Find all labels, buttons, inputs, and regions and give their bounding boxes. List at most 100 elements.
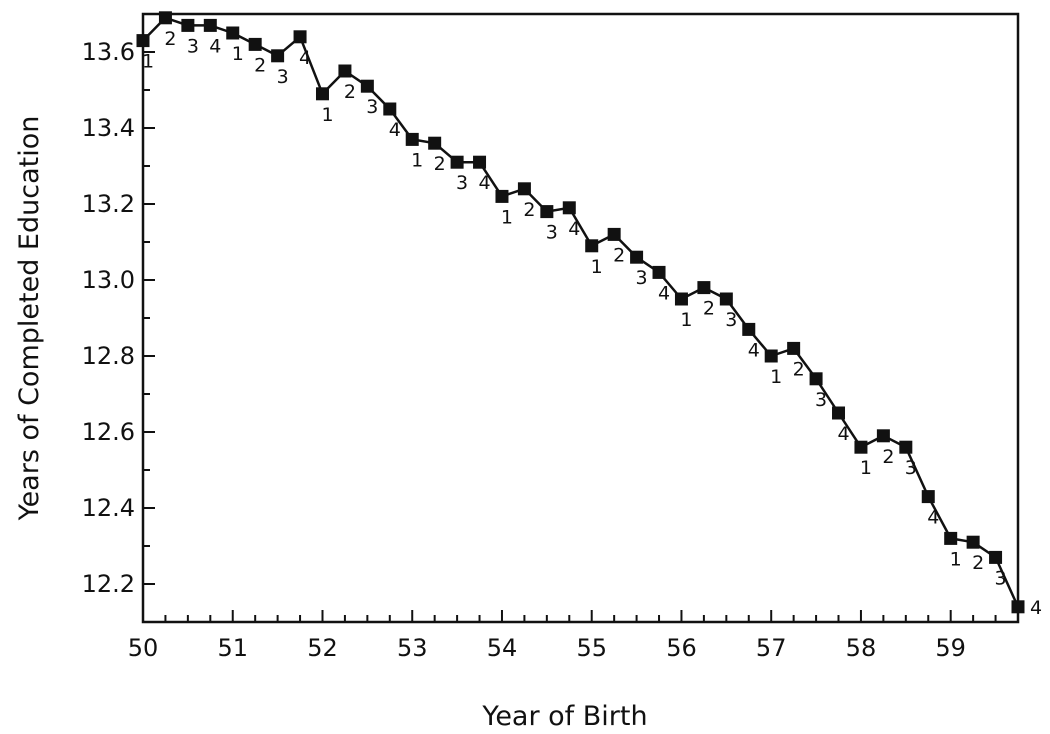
y-tick-label: 12.4 [82, 494, 135, 522]
quarter-label: 3 [636, 267, 648, 289]
quarter-label: 1 [501, 206, 513, 228]
quarter-label: 2 [523, 199, 535, 221]
quarter-label: 3 [366, 96, 378, 118]
data-point [226, 26, 240, 40]
quarter-label: 1 [321, 104, 333, 126]
quarter-label: 1 [411, 149, 423, 171]
quarter-label: 1 [591, 256, 603, 278]
data-point [989, 550, 1003, 564]
x-tick-label: 59 [935, 634, 966, 662]
data-point [719, 292, 733, 306]
quarter-label: 1 [950, 548, 962, 570]
data-point [966, 535, 980, 549]
quarter-label: 2 [613, 244, 625, 266]
x-tick-label: 53 [397, 634, 428, 662]
quarter-label: 4 [837, 423, 849, 445]
data-point [136, 34, 150, 48]
data-point [809, 372, 823, 386]
x-tick-label: 57 [756, 634, 787, 662]
data-point [473, 155, 487, 169]
quarter-label: 3 [546, 222, 558, 244]
quarter-label: 2 [972, 552, 984, 574]
quarter-label: 3 [725, 309, 737, 331]
x-tick-label: 58 [846, 634, 877, 662]
quarter-label: 4 [748, 339, 760, 361]
data-point [764, 349, 778, 363]
data-point [1011, 600, 1025, 614]
quarter-label: 1 [680, 309, 692, 331]
x-tick-label: 50 [128, 634, 159, 662]
data-point [585, 239, 599, 253]
data-points [136, 11, 1025, 614]
quarter-label: 4 [927, 507, 939, 529]
quarter-label: 2 [882, 446, 894, 468]
data-point [854, 440, 868, 454]
data-point [428, 136, 442, 150]
data-point [383, 102, 397, 116]
series-line [142, 16, 1020, 608]
y-tick-label: 13.6 [82, 38, 135, 66]
y-tick-label: 13.0 [82, 266, 135, 294]
quarter-label: 4 [658, 282, 670, 304]
quarter-label: 2 [254, 54, 266, 76]
data-point [787, 341, 801, 355]
data-point [338, 64, 352, 78]
data-point [652, 265, 666, 279]
data-point [181, 18, 195, 32]
data-point [405, 132, 419, 146]
plot-frame [141, 12, 1020, 624]
quarter-label: 4 [299, 47, 311, 69]
data-point [607, 227, 621, 241]
quarter-label: 3 [905, 457, 917, 479]
quarter-label: 4 [568, 218, 580, 240]
quarter-label: 3 [456, 172, 468, 194]
quarter-label: 3 [995, 567, 1007, 589]
quarter-label: 3 [815, 389, 827, 411]
data-point [158, 11, 172, 25]
data-point [517, 182, 531, 196]
quarter-label: 3 [187, 35, 199, 57]
data-point [742, 322, 756, 336]
x-tick-label: 51 [217, 634, 248, 662]
data-point [495, 189, 509, 203]
data-point [697, 281, 711, 295]
data-point [674, 292, 688, 306]
y-axis: 12.2 12.4 12.6 12.8 13.0 13.2 13.4 13.6 [82, 13, 155, 623]
data-point [921, 490, 935, 504]
quarter-label: 4 [1030, 597, 1042, 619]
data-point [540, 205, 554, 219]
quarter-label: 4 [478, 172, 490, 194]
data-point [832, 406, 846, 420]
y-axis-title: Years of Completed Education [14, 116, 45, 522]
data-point [360, 79, 374, 93]
quarter-label: 1 [142, 51, 154, 73]
y-tick-label: 12.8 [82, 342, 135, 370]
quarter-label: 1 [770, 366, 782, 388]
x-tick-label: 56 [666, 634, 697, 662]
y-tick-label: 12.6 [82, 418, 135, 446]
quarter-label: 2 [164, 28, 176, 50]
data-point [899, 440, 913, 454]
quarter-label: 2 [793, 358, 805, 380]
quarter-label: 4 [209, 35, 221, 57]
data-point [630, 250, 644, 264]
data-point [562, 201, 576, 215]
x-tick-label: 54 [487, 634, 518, 662]
quarter-label: 2 [434, 153, 446, 175]
quarter-label: 2 [703, 298, 715, 320]
data-point [876, 429, 890, 443]
x-tick-label: 52 [307, 634, 338, 662]
x-tick-label: 55 [576, 634, 607, 662]
quarter-label: 1 [860, 457, 872, 479]
quarter-label: 1 [232, 43, 244, 65]
data-point [450, 155, 464, 169]
data-point [248, 37, 262, 51]
quarter-label: 4 [389, 119, 401, 141]
quarter-label: 2 [344, 81, 356, 103]
quarter-label: 3 [277, 66, 289, 88]
x-axis: 50 51 52 53 54 55 56 57 58 59 [128, 610, 1019, 662]
data-point [315, 87, 329, 101]
data-point [271, 49, 285, 63]
